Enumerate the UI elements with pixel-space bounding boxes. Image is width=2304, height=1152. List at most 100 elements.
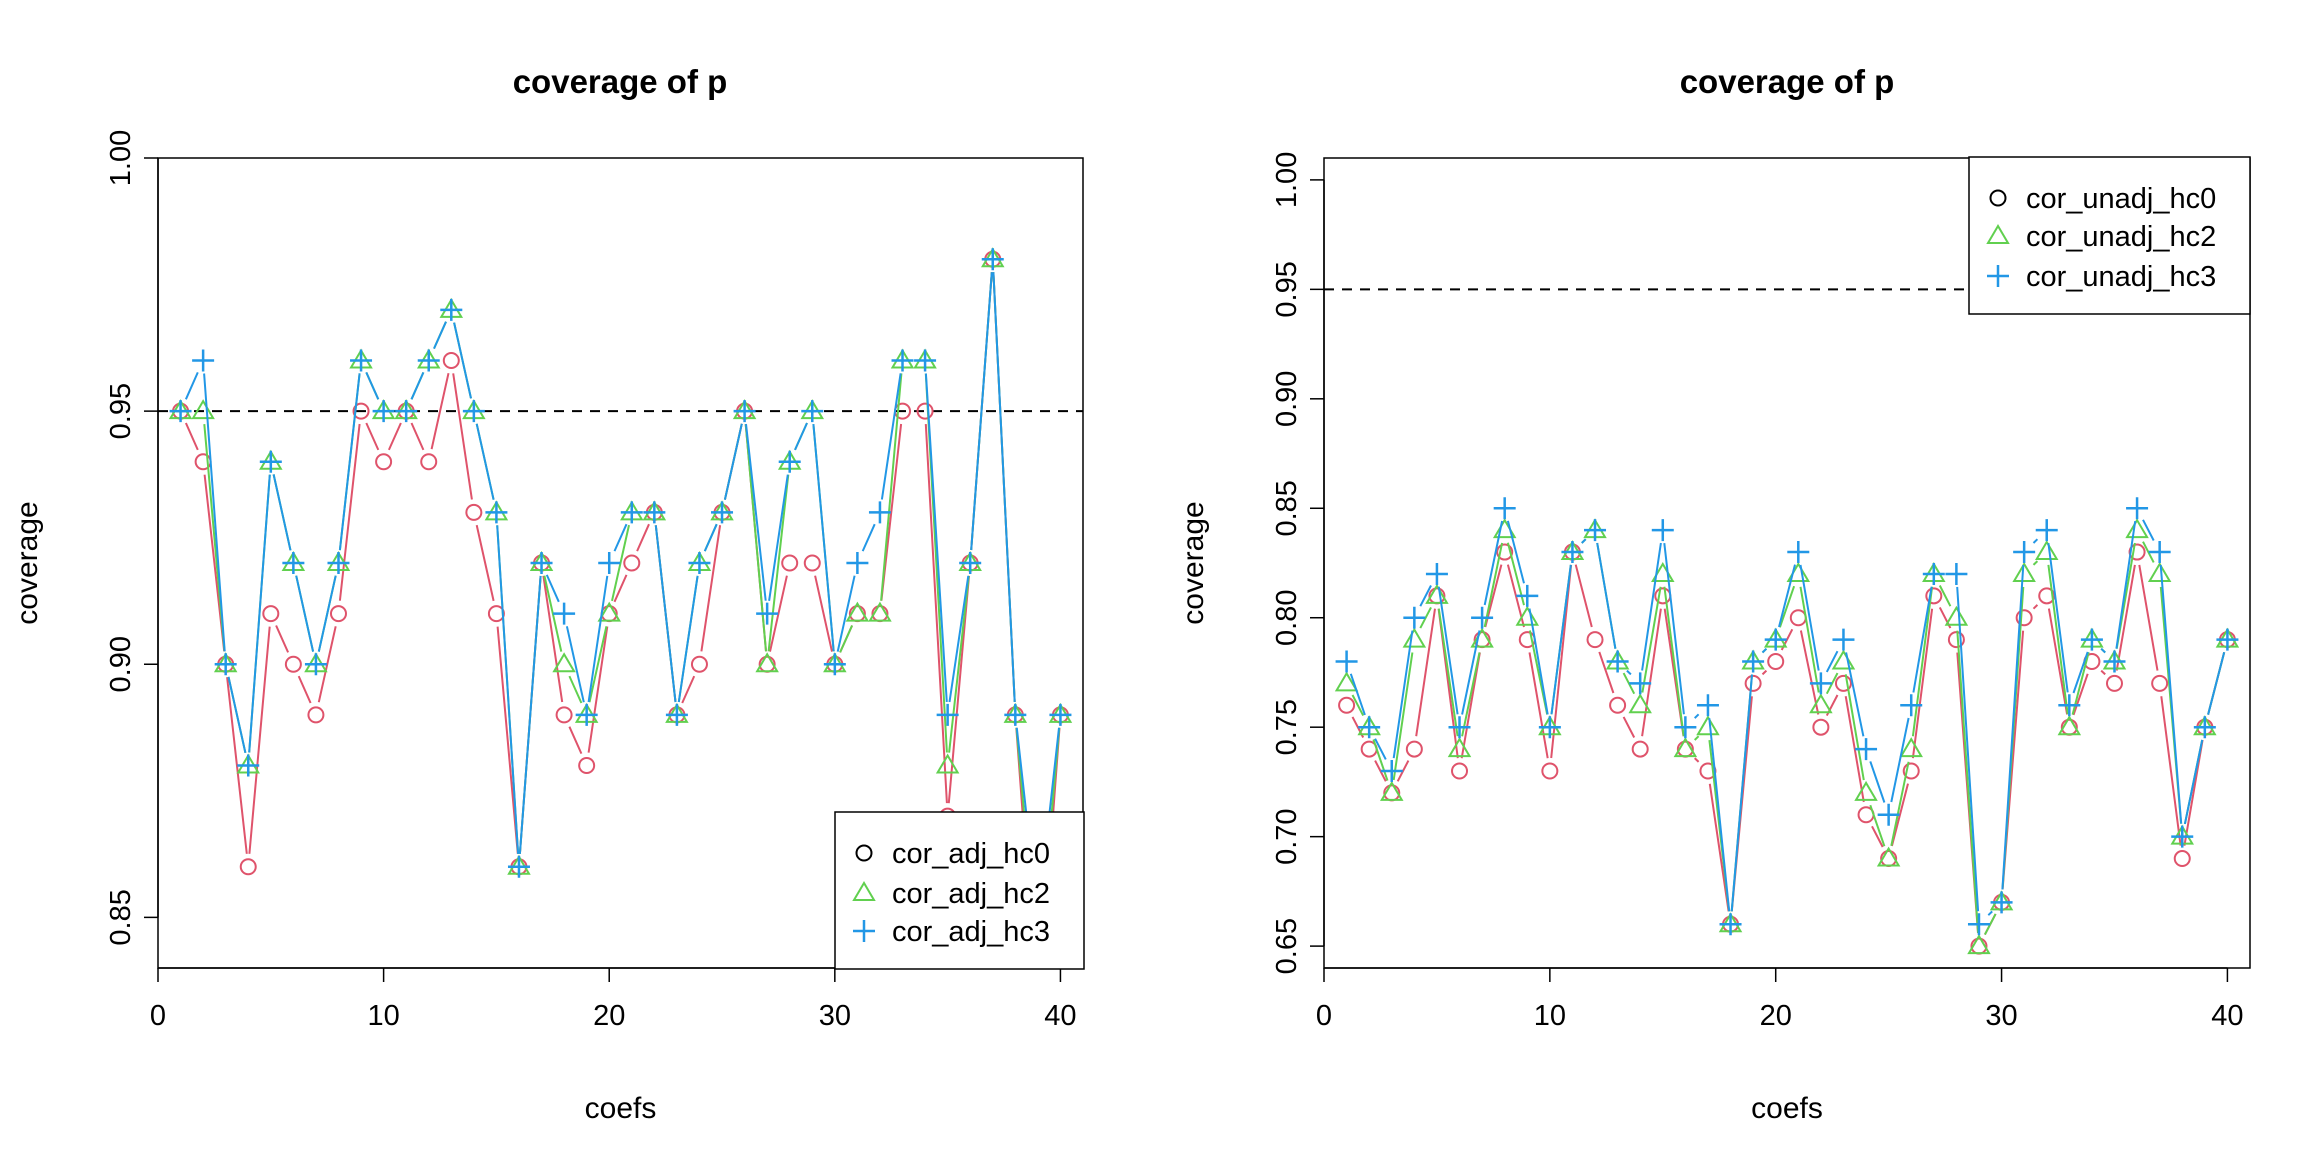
data-point bbox=[1764, 628, 1787, 651]
chart-title: coverage of p bbox=[513, 63, 728, 100]
data-point bbox=[1809, 672, 1832, 695]
y-tick-label: 0.90 bbox=[1271, 371, 1303, 427]
data-point bbox=[733, 400, 756, 423]
data-point bbox=[352, 402, 370, 420]
data-point bbox=[643, 501, 666, 524]
plot-frame bbox=[1323, 157, 2251, 969]
data-point bbox=[916, 402, 934, 420]
data-point bbox=[2216, 628, 2239, 651]
data-point bbox=[191, 399, 215, 420]
data-point bbox=[1538, 716, 1561, 739]
legend-box bbox=[1968, 156, 2251, 315]
data-point bbox=[442, 352, 460, 369]
data-point bbox=[375, 453, 393, 471]
legend-label: cor_unadj_hc2 bbox=[2026, 221, 2216, 253]
data-point bbox=[262, 605, 280, 623]
data-point bbox=[1925, 587, 1943, 605]
data-point bbox=[891, 349, 914, 372]
x-tick-label: 40 bbox=[1044, 1000, 1076, 1032]
y-tick-label: 0.85 bbox=[1271, 480, 1303, 536]
data-point bbox=[1471, 606, 1494, 629]
data-point bbox=[350, 349, 373, 372]
legend-box bbox=[834, 811, 1085, 970]
data-point bbox=[2035, 519, 2058, 542]
data-point bbox=[1584, 519, 1607, 542]
legend-marker bbox=[1989, 189, 2007, 207]
data-point bbox=[329, 605, 347, 623]
data-point bbox=[959, 552, 982, 574]
data-point bbox=[1696, 694, 1719, 717]
x-axis-label: coefs bbox=[585, 1092, 657, 1125]
chart-title: coverage of p bbox=[1680, 63, 1895, 100]
data-point bbox=[1944, 605, 1969, 626]
data-point bbox=[1425, 562, 1448, 585]
data-point bbox=[1922, 562, 1945, 585]
legend-label: cor_adj_hc2 bbox=[892, 878, 1050, 910]
data-point bbox=[169, 400, 192, 423]
data-point bbox=[1674, 716, 1697, 739]
data-point bbox=[2103, 650, 2126, 673]
data-point bbox=[914, 349, 937, 372]
y-tick-label: 0.95 bbox=[105, 383, 137, 439]
data-point bbox=[1496, 543, 1514, 561]
data-point bbox=[1947, 631, 1965, 649]
data-point bbox=[2012, 561, 2036, 582]
data-point bbox=[598, 552, 621, 574]
data-point bbox=[237, 754, 260, 777]
data-point bbox=[239, 858, 257, 876]
data-point bbox=[1945, 562, 1968, 585]
y-axis-label: coverage bbox=[11, 501, 44, 624]
legend-marker bbox=[1987, 265, 2009, 287]
data-point bbox=[465, 503, 483, 521]
data-point bbox=[623, 554, 641, 572]
series-line bbox=[184, 272, 1060, 905]
x-tick-label: 0 bbox=[1316, 1000, 1332, 1032]
y-tick-label: 0.70 bbox=[1271, 808, 1303, 864]
data-point bbox=[620, 501, 643, 524]
data-point bbox=[284, 655, 302, 673]
data-point bbox=[420, 453, 438, 471]
data-point bbox=[2126, 497, 2149, 520]
x-tick-label: 30 bbox=[819, 1000, 851, 1032]
data-point bbox=[1586, 631, 1604, 649]
data-point bbox=[1425, 583, 1449, 604]
legend: cor_unadj_hc0 cor_unadj_hc2 cor_unadj_hc3 bbox=[1968, 156, 2251, 315]
data-point bbox=[688, 552, 711, 574]
y-tick-label: 1.00 bbox=[1271, 152, 1303, 208]
data-point bbox=[1899, 737, 1923, 758]
y-tick-label: 0.65 bbox=[1271, 918, 1303, 974]
data-point bbox=[578, 757, 596, 774]
data-point bbox=[936, 703, 959, 726]
data-point bbox=[1900, 694, 1923, 717]
data-point bbox=[1380, 759, 1403, 782]
data-point bbox=[845, 601, 870, 622]
data-point bbox=[555, 706, 573, 724]
data-point bbox=[2034, 540, 2059, 561]
data-point bbox=[803, 554, 821, 572]
y-tick-label: 0.75 bbox=[1271, 699, 1303, 755]
data-point bbox=[1967, 913, 1990, 936]
legend-marker bbox=[1986, 224, 2010, 244]
data-point bbox=[507, 855, 530, 878]
data-point bbox=[1030, 1011, 1045, 1026]
data-point bbox=[1334, 671, 1359, 692]
data-point bbox=[1787, 541, 1810, 564]
data-point bbox=[1854, 780, 1878, 801]
legend: cor_adj_hc0 cor_adj_hc2 cor_adj_hc3 bbox=[834, 811, 1085, 970]
data-point bbox=[2147, 561, 2172, 582]
data-point bbox=[868, 601, 892, 622]
data-point bbox=[1493, 497, 1516, 520]
data-point bbox=[823, 653, 846, 676]
data-point bbox=[1812, 718, 1830, 736]
data-point bbox=[304, 653, 327, 676]
data-point bbox=[417, 349, 440, 372]
data-point bbox=[1990, 891, 2013, 914]
data-point bbox=[2125, 518, 2149, 539]
data-point bbox=[2128, 543, 2146, 561]
data-point bbox=[1673, 737, 1698, 758]
data-point bbox=[214, 653, 237, 676]
legend-marker bbox=[853, 920, 875, 942]
data-point bbox=[2080, 628, 2103, 651]
data-point bbox=[1967, 934, 1991, 955]
data-point bbox=[1405, 740, 1423, 758]
